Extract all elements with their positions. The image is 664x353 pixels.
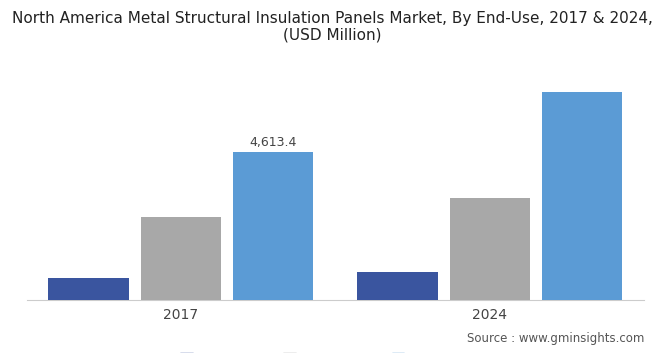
- Bar: [233, 152, 313, 300]
- Bar: [450, 198, 530, 300]
- Bar: [542, 92, 622, 300]
- Legend: Residential, Commercial, Non Building: Residential, Commercial, Non Building: [175, 348, 495, 353]
- Bar: [357, 272, 438, 300]
- Bar: [141, 217, 221, 300]
- Text: North America Metal Structural Insulation Panels Market, By End-Use, 2017 & 2024: North America Metal Structural Insulatio…: [11, 11, 653, 43]
- Text: 4,613.4: 4,613.4: [250, 136, 297, 149]
- Text: Source : www.gminsights.com: Source : www.gminsights.com: [467, 332, 644, 345]
- Bar: [48, 278, 129, 300]
